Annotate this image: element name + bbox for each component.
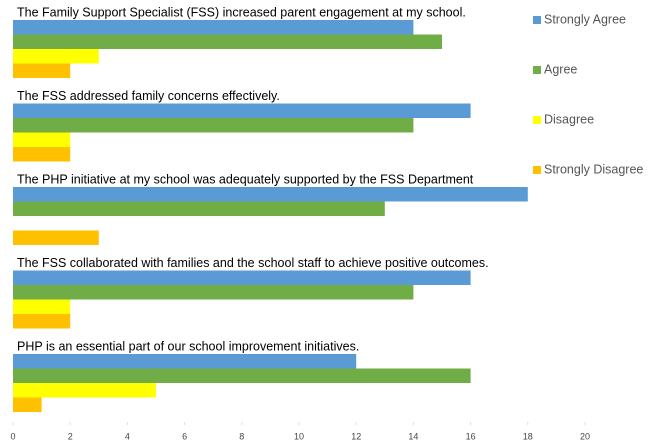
category-label: The FSS collaborated with families and t… <box>17 256 489 270</box>
x-tick-label: 4 <box>125 431 130 441</box>
bar <box>13 285 414 300</box>
category-label: The FSS addressed family concerns effect… <box>17 89 280 103</box>
x-tick-label: 2 <box>68 431 73 441</box>
bar <box>13 20 414 35</box>
x-tick-label: 18 <box>523 431 533 441</box>
x-tick-label: 20 <box>580 431 590 441</box>
bar <box>13 63 71 78</box>
bar <box>13 368 471 383</box>
bar <box>13 299 71 314</box>
x-tick-label: 10 <box>294 431 304 441</box>
bar <box>13 230 99 245</box>
legend-label: Strongly Agree <box>544 12 626 26</box>
bar <box>13 354 357 369</box>
x-tick-label: 6 <box>182 431 187 441</box>
legend-label: Strongly Disagree <box>544 162 643 176</box>
category-label: PHP is an essential part of our school i… <box>17 339 359 353</box>
bar <box>13 118 414 133</box>
x-tick-label: 14 <box>408 431 418 441</box>
bar <box>13 383 156 398</box>
category-label: The Family Support Specialist (FSS) incr… <box>17 5 466 19</box>
legend-swatch <box>533 166 541 174</box>
bar <box>13 147 71 162</box>
legend-label: Agree <box>544 62 577 76</box>
bar <box>13 397 42 412</box>
legend-label: Disagree <box>544 112 594 126</box>
legend-swatch <box>533 16 541 24</box>
x-tick-label: 0 <box>10 431 15 441</box>
bar <box>13 34 442 49</box>
bar <box>13 187 528 202</box>
bar <box>13 270 471 285</box>
bar <box>13 132 71 147</box>
bar <box>13 103 471 118</box>
x-tick-label: 8 <box>239 431 244 441</box>
x-tick-label: 12 <box>351 431 361 441</box>
category-label: The PHP initiative at my school was adeq… <box>17 172 474 186</box>
x-tick-label: 16 <box>466 431 476 441</box>
legend-swatch <box>533 66 541 74</box>
legend-swatch <box>533 116 541 124</box>
bar <box>13 201 385 216</box>
bar <box>13 314 71 329</box>
bar <box>13 49 99 64</box>
